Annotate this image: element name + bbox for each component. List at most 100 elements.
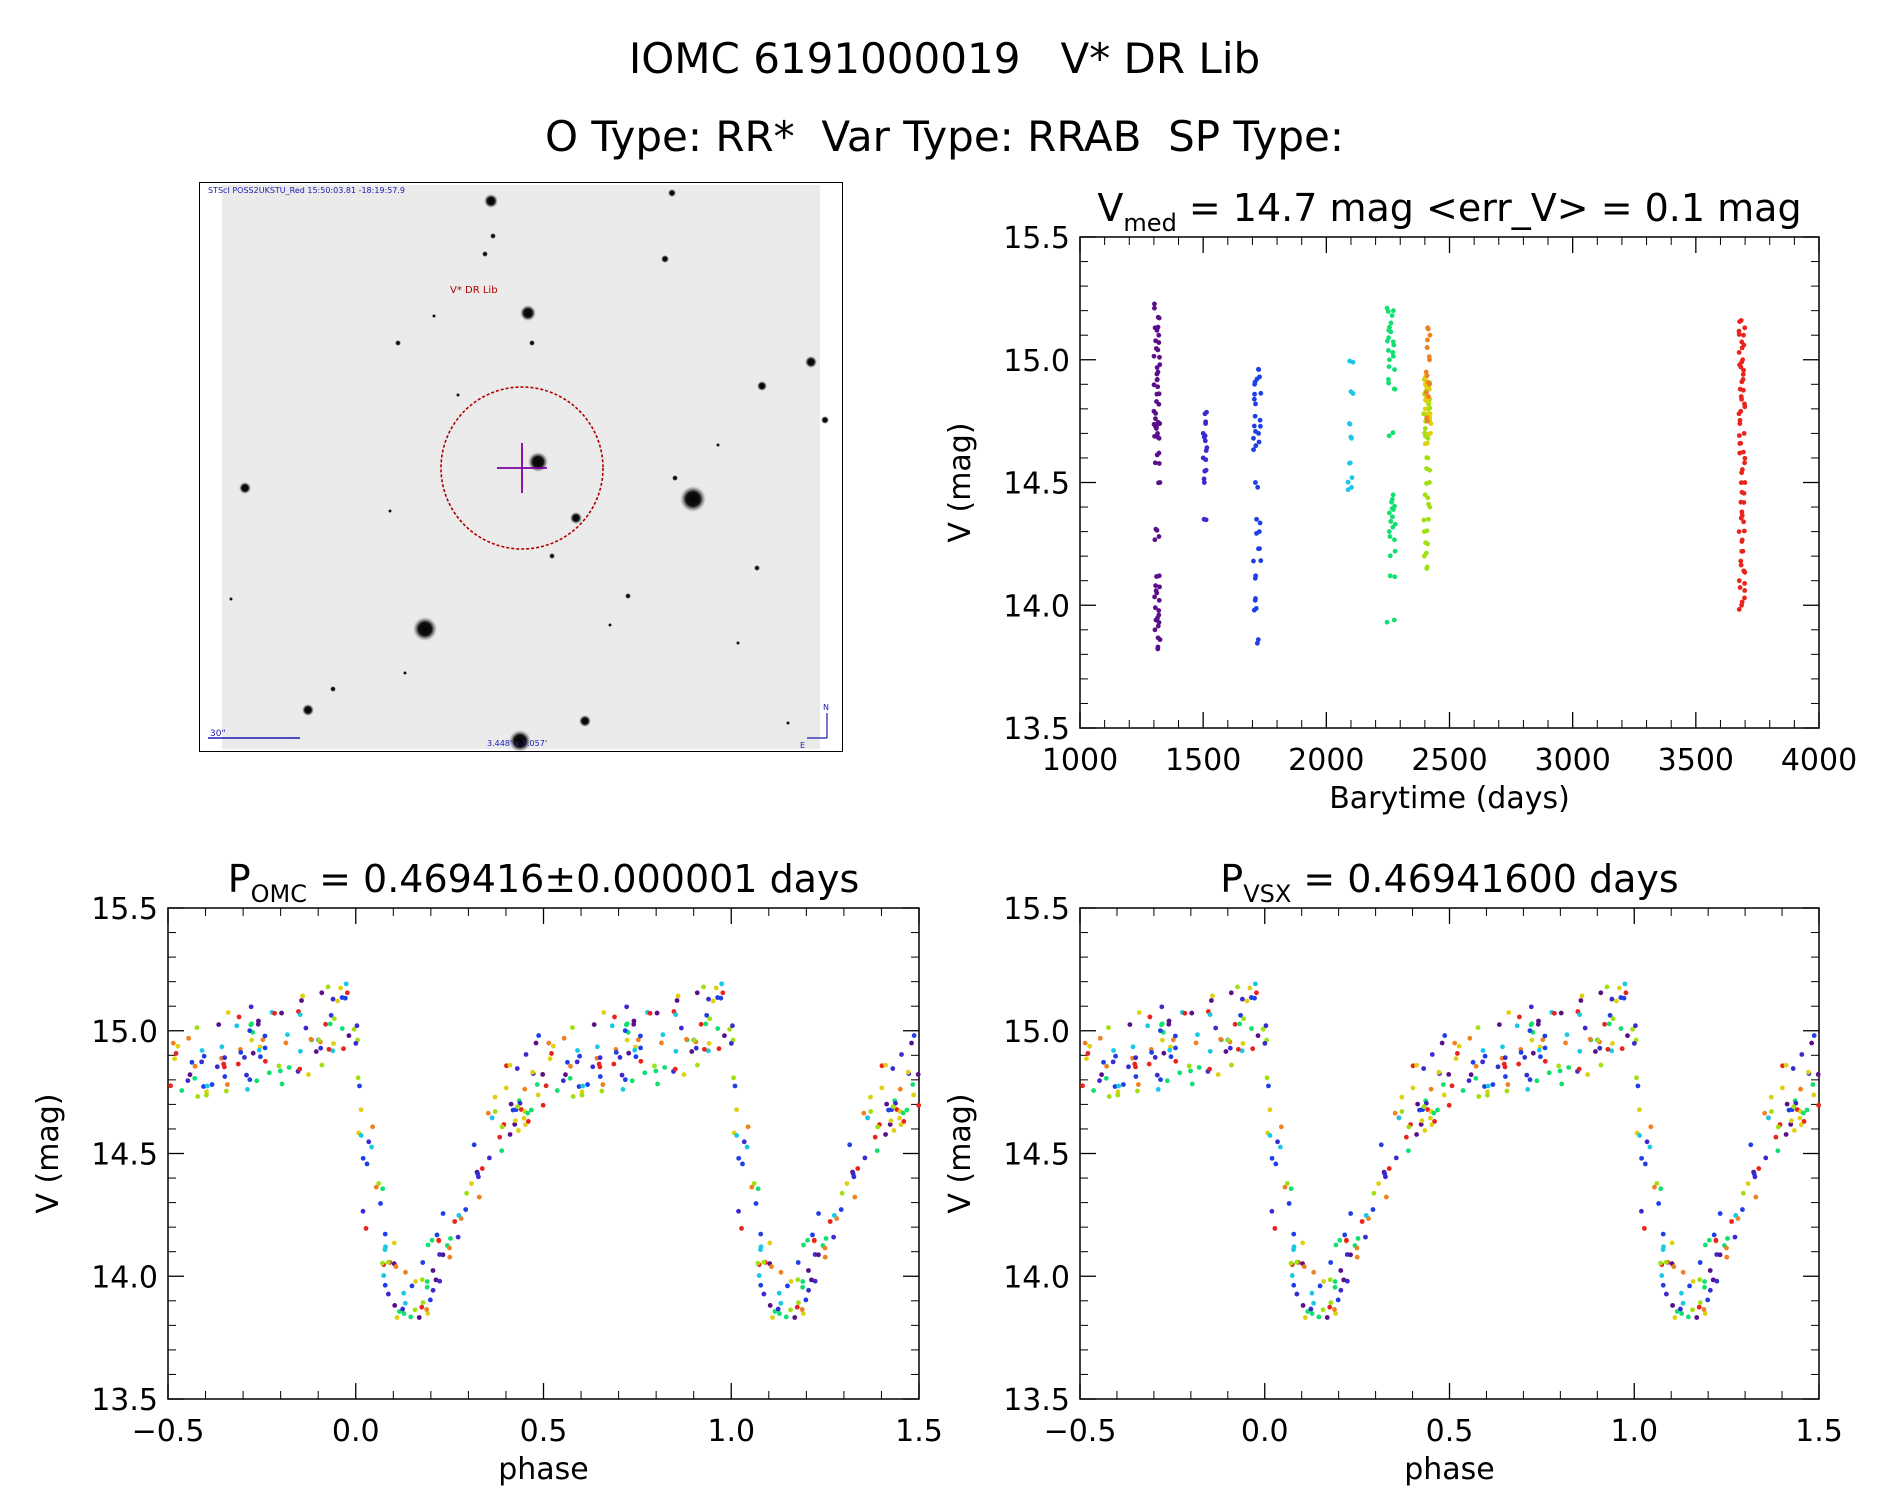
data-point bbox=[1418, 1121, 1424, 1127]
data-point bbox=[1739, 467, 1745, 472]
data-point bbox=[1260, 1026, 1266, 1032]
data-point bbox=[1784, 1101, 1790, 1107]
plot-phase-vsx: −0.5 0.0 0.5 1.0 1.5 13.5 14.0 14.5 15.0 15.5 phas… bbox=[943, 857, 1843, 1487]
data-point bbox=[891, 1128, 897, 1133]
data-point bbox=[1155, 646, 1161, 652]
data-point bbox=[795, 1260, 801, 1265]
data-point bbox=[1741, 500, 1747, 505]
phase-points bbox=[168, 981, 922, 1320]
data-point bbox=[1702, 1311, 1708, 1316]
data-point bbox=[1254, 530, 1259, 536]
data-point bbox=[1663, 1291, 1669, 1297]
data-point bbox=[416, 1315, 422, 1320]
star bbox=[716, 443, 720, 447]
data-point bbox=[238, 1049, 244, 1055]
data-point bbox=[707, 1016, 713, 1022]
data-point bbox=[1316, 1314, 1322, 1320]
data-point bbox=[1678, 1306, 1683, 1312]
data-point bbox=[570, 1094, 576, 1099]
data-point bbox=[1363, 1213, 1369, 1218]
data-point bbox=[1737, 319, 1743, 325]
data-point bbox=[622, 1028, 628, 1034]
data-point bbox=[1332, 1279, 1338, 1284]
data-point bbox=[1702, 1284, 1707, 1290]
data-point bbox=[1656, 1201, 1662, 1206]
data-point bbox=[1311, 1300, 1316, 1306]
data-point bbox=[515, 1104, 521, 1110]
star bbox=[549, 553, 555, 559]
data-point bbox=[1154, 527, 1160, 533]
data-point bbox=[1152, 594, 1157, 600]
data-point bbox=[761, 1259, 767, 1265]
data-point bbox=[1740, 372, 1746, 377]
data-point bbox=[730, 1023, 735, 1029]
data-point bbox=[1288, 1260, 1294, 1266]
data-point bbox=[1371, 1190, 1377, 1196]
data-point bbox=[1156, 480, 1161, 486]
data-point bbox=[1768, 1094, 1774, 1100]
data-point bbox=[1133, 1074, 1139, 1079]
data-point bbox=[1239, 996, 1245, 1002]
data-point bbox=[1155, 435, 1161, 440]
data-point bbox=[256, 1047, 262, 1053]
data-point bbox=[297, 1012, 303, 1018]
data-point bbox=[1159, 1004, 1165, 1010]
data-point bbox=[1348, 1252, 1353, 1258]
data-point bbox=[1423, 390, 1429, 395]
data-point bbox=[1189, 1010, 1195, 1016]
data-point bbox=[1593, 1049, 1598, 1054]
data-point bbox=[1424, 415, 1430, 421]
data-point bbox=[1604, 984, 1610, 990]
data-point bbox=[715, 1026, 721, 1031]
data-point bbox=[1578, 998, 1584, 1003]
data-point bbox=[1669, 1240, 1675, 1246]
data-point bbox=[179, 1088, 185, 1093]
data-point bbox=[535, 1092, 541, 1098]
data-point bbox=[1410, 1063, 1416, 1069]
data-point bbox=[795, 1277, 801, 1283]
data-point bbox=[831, 1234, 837, 1240]
data-point bbox=[1679, 1290, 1684, 1296]
data-point bbox=[1223, 1049, 1229, 1054]
x-tick-label: 1.0 bbox=[707, 1414, 755, 1449]
data-point bbox=[381, 1273, 387, 1278]
data-point bbox=[1473, 1075, 1479, 1081]
data-point bbox=[543, 1083, 549, 1089]
data-point bbox=[222, 1074, 228, 1079]
data-point bbox=[1736, 578, 1742, 584]
data-point bbox=[1341, 1277, 1347, 1283]
data-point bbox=[250, 1050, 256, 1056]
data-point bbox=[357, 1083, 362, 1089]
data-point bbox=[1386, 529, 1392, 534]
data-point bbox=[456, 1213, 462, 1218]
data-point bbox=[1157, 354, 1162, 360]
data-point bbox=[778, 1300, 784, 1306]
data-point bbox=[1359, 1219, 1365, 1224]
data-point bbox=[1291, 1282, 1297, 1288]
data-point bbox=[575, 1048, 580, 1053]
data-point bbox=[284, 1032, 290, 1038]
data-point bbox=[1195, 1032, 1200, 1038]
data-point bbox=[567, 1075, 573, 1081]
data-point bbox=[283, 1040, 289, 1046]
compass-north-label: N bbox=[823, 703, 829, 712]
data-point bbox=[1391, 308, 1396, 314]
data-point bbox=[662, 1065, 668, 1070]
data-point bbox=[1154, 1072, 1160, 1078]
x-tick-label: −0.5 bbox=[1044, 1414, 1117, 1449]
data-point bbox=[409, 1283, 415, 1289]
series-1 bbox=[1200, 409, 1210, 523]
data-point bbox=[1551, 1010, 1557, 1016]
data-point bbox=[716, 1046, 722, 1052]
data-point bbox=[1425, 326, 1431, 332]
data-point bbox=[402, 1300, 408, 1306]
data-point bbox=[1740, 1190, 1746, 1196]
data-point bbox=[1422, 430, 1428, 436]
data-point bbox=[391, 1240, 397, 1246]
data-point bbox=[354, 1023, 360, 1029]
data-point bbox=[1660, 1282, 1666, 1288]
data-point bbox=[911, 1033, 917, 1038]
data-point bbox=[1417, 1107, 1422, 1113]
data-point bbox=[279, 1010, 284, 1016]
data-point bbox=[319, 1062, 325, 1068]
